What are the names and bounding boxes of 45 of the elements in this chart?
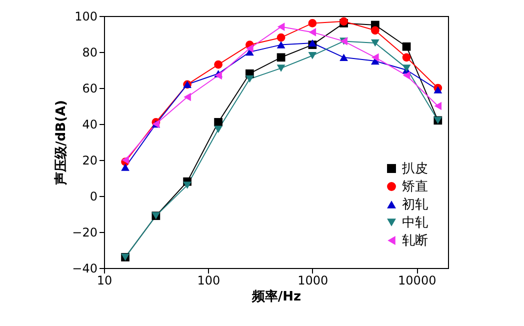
y-tick-label: −20 <box>72 226 98 240</box>
point <box>372 53 379 62</box>
legend-label: 中轧 <box>402 216 428 230</box>
point <box>308 28 316 36</box>
point <box>370 39 380 47</box>
point <box>402 42 411 51</box>
y-tick-label: −40 <box>72 262 98 276</box>
y-tick-label: 80 <box>82 46 98 60</box>
point <box>276 33 286 42</box>
x-tick-label: 1000 <box>298 274 328 288</box>
y-tick-label: 40 <box>82 118 98 132</box>
y-tick-label: 0 <box>90 190 98 204</box>
x-tick-label: 10000 <box>398 274 436 288</box>
point <box>402 71 410 80</box>
y-tick-label: 100 <box>74 10 98 24</box>
point <box>214 126 222 134</box>
legend-label: 扒皮 <box>401 162 428 176</box>
point <box>434 102 442 110</box>
y-axis-title: 声压级/dB(A) <box>54 100 70 186</box>
x-axis-title: 频率/Hz <box>250 288 302 304</box>
point <box>402 53 411 62</box>
point <box>308 52 317 60</box>
point <box>277 22 285 31</box>
point <box>183 182 192 189</box>
point <box>214 118 222 126</box>
y-tick-label: 60 <box>82 82 98 96</box>
point <box>121 164 130 171</box>
point <box>246 44 254 53</box>
point <box>276 41 286 48</box>
point <box>370 26 380 35</box>
legend-label: 矫直 <box>402 180 428 194</box>
x-tick-label: 100 <box>197 274 220 288</box>
y-tick-label: 20 <box>82 154 98 168</box>
legend-label: 初轧 <box>402 198 428 212</box>
point <box>276 64 286 72</box>
point <box>184 92 191 102</box>
x-tick-label: 10 <box>96 274 112 288</box>
legend-label: 轧断 <box>402 234 428 248</box>
point <box>276 53 286 62</box>
point <box>245 75 254 83</box>
point <box>340 54 348 62</box>
point <box>214 60 222 69</box>
point <box>434 86 442 94</box>
point <box>214 71 222 80</box>
point <box>308 19 317 28</box>
